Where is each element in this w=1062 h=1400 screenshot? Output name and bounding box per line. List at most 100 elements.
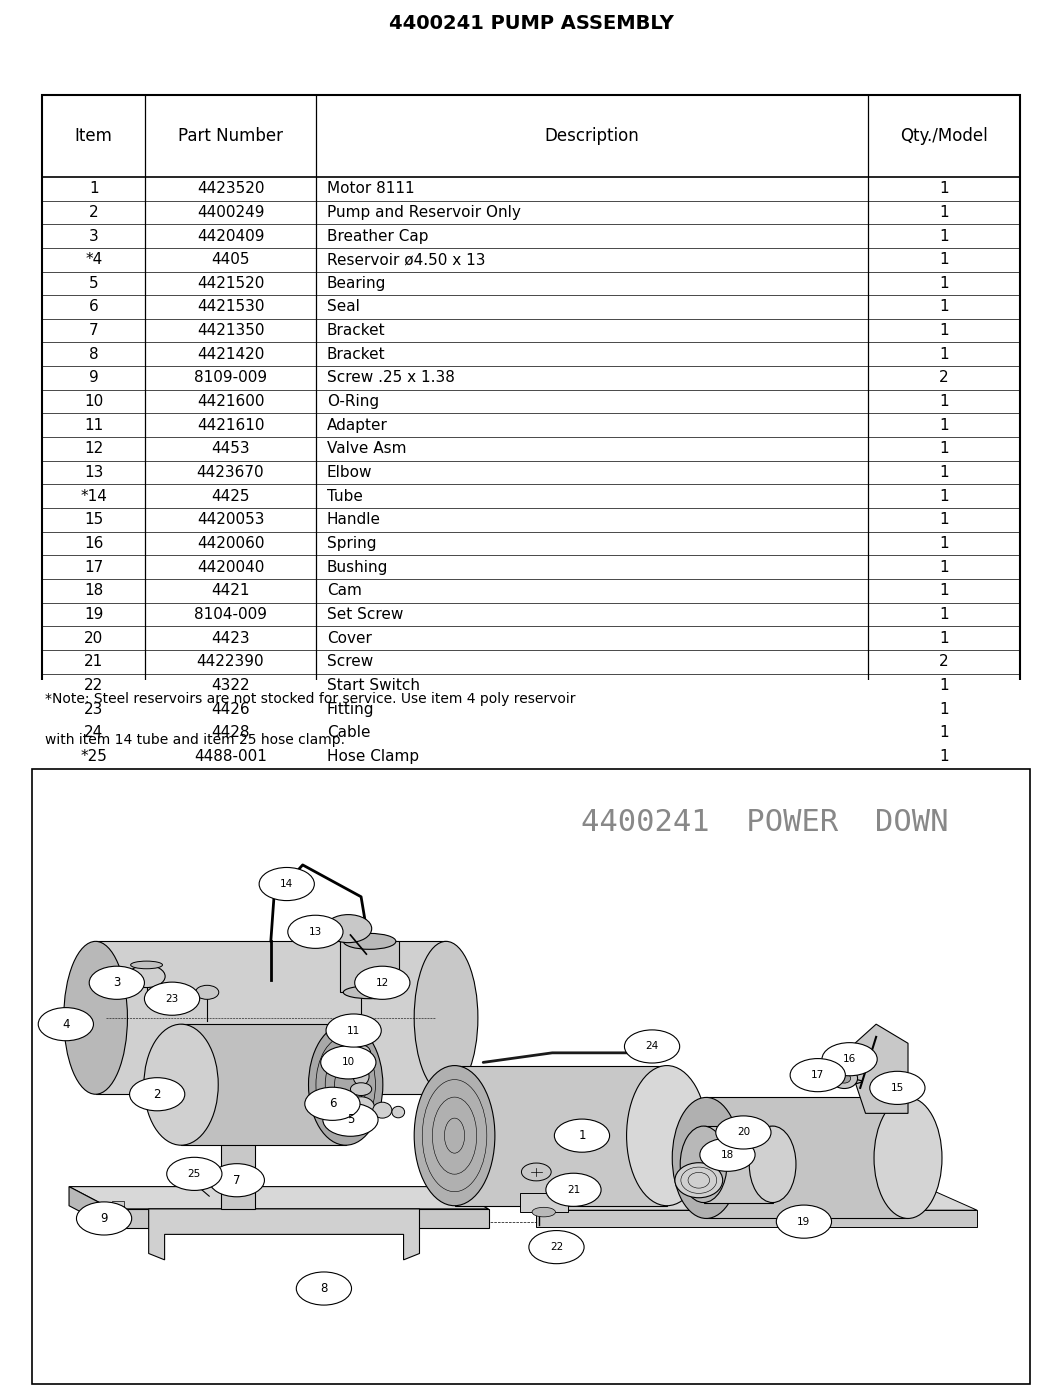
Text: Hose Clamp: Hose Clamp xyxy=(327,749,418,764)
Text: 4405: 4405 xyxy=(211,252,250,267)
Text: *14: *14 xyxy=(81,489,107,504)
Ellipse shape xyxy=(144,1025,219,1145)
Ellipse shape xyxy=(343,986,396,998)
Text: 8: 8 xyxy=(321,1282,327,1295)
Text: 4425: 4425 xyxy=(211,489,250,504)
Ellipse shape xyxy=(348,1096,374,1117)
Circle shape xyxy=(144,983,200,1015)
Text: 4488-001: 4488-001 xyxy=(194,749,267,764)
Text: 4428: 4428 xyxy=(211,725,250,741)
Circle shape xyxy=(89,966,144,1000)
Bar xyxy=(112,1201,124,1211)
Ellipse shape xyxy=(627,1065,707,1205)
Circle shape xyxy=(644,1043,669,1058)
Text: 24: 24 xyxy=(84,725,103,741)
Text: Pump and Reservoir Only: Pump and Reservoir Only xyxy=(327,204,520,220)
Ellipse shape xyxy=(832,1068,858,1089)
Ellipse shape xyxy=(838,1074,851,1084)
Text: 20: 20 xyxy=(84,630,103,645)
Circle shape xyxy=(716,1116,771,1149)
Text: 19: 19 xyxy=(798,1217,810,1226)
Text: 8104-009: 8104-009 xyxy=(194,608,267,622)
Ellipse shape xyxy=(414,1065,495,1205)
Circle shape xyxy=(624,1030,680,1063)
Text: 4421520: 4421520 xyxy=(196,276,264,291)
Circle shape xyxy=(38,1008,93,1040)
Text: 19: 19 xyxy=(84,608,103,622)
Text: 9: 9 xyxy=(89,371,99,385)
Polygon shape xyxy=(69,1187,489,1210)
Text: Bushing: Bushing xyxy=(327,560,388,574)
Circle shape xyxy=(355,966,410,1000)
Bar xyxy=(706,1098,908,1218)
Ellipse shape xyxy=(373,1102,392,1119)
Bar xyxy=(221,1107,255,1210)
Ellipse shape xyxy=(672,1098,740,1218)
Text: 1: 1 xyxy=(578,1130,586,1142)
Text: Part Number: Part Number xyxy=(178,127,284,146)
Text: Cable: Cable xyxy=(327,725,371,741)
Circle shape xyxy=(76,1201,132,1235)
Text: 2: 2 xyxy=(89,204,99,220)
Text: 18: 18 xyxy=(84,584,103,598)
Polygon shape xyxy=(69,1187,112,1228)
Text: 1: 1 xyxy=(939,393,948,409)
Text: 21: 21 xyxy=(84,654,103,669)
Text: 1: 1 xyxy=(939,749,948,764)
Text: 6: 6 xyxy=(328,1098,337,1110)
Text: 15: 15 xyxy=(891,1082,904,1093)
Text: Start Switch: Start Switch xyxy=(327,678,419,693)
Polygon shape xyxy=(483,1187,977,1210)
Circle shape xyxy=(700,1138,755,1172)
Circle shape xyxy=(296,1273,352,1305)
Text: 1: 1 xyxy=(939,300,948,315)
Text: 1: 1 xyxy=(939,678,948,693)
Circle shape xyxy=(288,916,343,948)
Text: Qty./Model: Qty./Model xyxy=(900,127,988,146)
Text: Cam: Cam xyxy=(327,584,361,598)
Ellipse shape xyxy=(127,965,166,987)
Ellipse shape xyxy=(675,1163,722,1198)
Text: 1: 1 xyxy=(939,181,948,196)
Text: 1: 1 xyxy=(939,560,948,574)
Text: 4420040: 4420040 xyxy=(196,560,264,574)
Text: 10: 10 xyxy=(84,393,103,409)
Bar xyxy=(112,1214,124,1224)
Ellipse shape xyxy=(532,1207,555,1217)
Text: 11: 11 xyxy=(347,1026,360,1036)
Text: Fitting: Fitting xyxy=(327,701,374,717)
Text: 2: 2 xyxy=(939,654,948,669)
Text: 8109-009: 8109-009 xyxy=(194,371,268,385)
Bar xyxy=(703,1126,773,1203)
Text: Bearing: Bearing xyxy=(327,276,387,291)
Ellipse shape xyxy=(350,1082,372,1096)
Circle shape xyxy=(321,1046,376,1079)
Text: 1: 1 xyxy=(939,417,948,433)
Text: Breather Cap: Breather Cap xyxy=(327,228,428,244)
Text: Tube: Tube xyxy=(327,489,362,504)
Text: 1: 1 xyxy=(939,630,948,645)
Text: 1: 1 xyxy=(939,323,948,339)
Text: 24: 24 xyxy=(646,1042,658,1051)
Text: 12: 12 xyxy=(376,977,389,988)
Text: 4322: 4322 xyxy=(211,678,250,693)
Circle shape xyxy=(167,1158,222,1190)
Text: 5: 5 xyxy=(89,276,99,291)
Text: 4400241  POWER  DOWN: 4400241 POWER DOWN xyxy=(581,808,948,837)
Text: Valve Asm: Valve Asm xyxy=(327,441,406,456)
Polygon shape xyxy=(149,1210,419,1260)
Text: 7: 7 xyxy=(233,1173,241,1187)
Ellipse shape xyxy=(352,1044,371,1061)
Text: 9: 9 xyxy=(100,1212,108,1225)
Text: Screw: Screw xyxy=(327,654,373,669)
Text: 6: 6 xyxy=(89,300,99,315)
Circle shape xyxy=(130,1078,185,1110)
Text: 22: 22 xyxy=(84,678,103,693)
Bar xyxy=(520,1193,568,1212)
Circle shape xyxy=(790,1058,845,1092)
Text: 4423: 4423 xyxy=(211,630,250,645)
Text: 4426: 4426 xyxy=(211,701,250,717)
Text: 2: 2 xyxy=(153,1088,161,1100)
Text: 5: 5 xyxy=(347,1113,354,1126)
Text: 23: 23 xyxy=(166,994,178,1004)
